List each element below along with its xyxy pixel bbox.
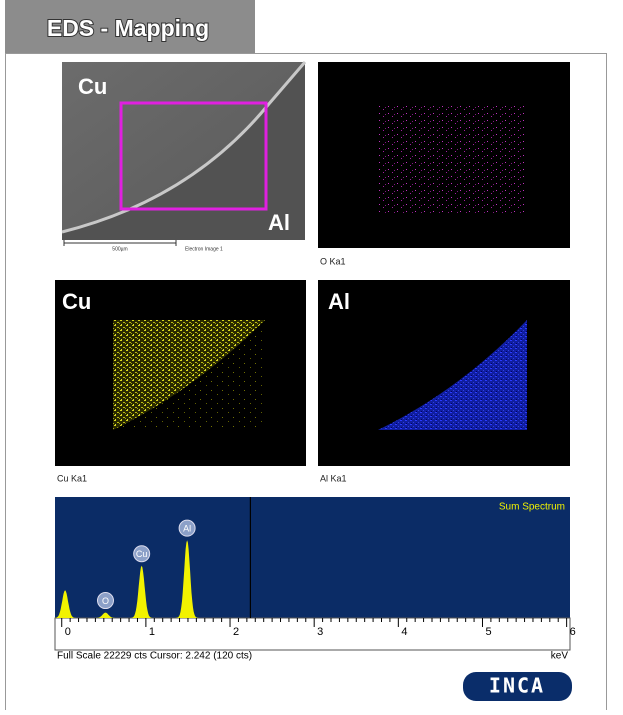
x-axis-label: keV: [551, 651, 569, 662]
x-tick-label: 5: [485, 626, 491, 638]
x-tick-label: 3: [317, 626, 323, 638]
caption: O Ka1: [320, 256, 346, 266]
x-tick-label: 6: [570, 626, 576, 638]
axis-panel: [55, 618, 570, 650]
x-tick-label: 2: [233, 626, 239, 638]
scale-label: 500µm: [112, 246, 127, 252]
title: EDS - Mapping: [47, 15, 209, 41]
caption: Cu Ka1: [57, 473, 87, 483]
x-tick-label: 1: [149, 626, 155, 638]
spectrum-title: Sum Spectrum: [499, 502, 565, 513]
electron-image: Cu Al 500µm Electron Image 1: [62, 62, 305, 252]
label: Cu: [62, 289, 91, 314]
spectrum: Sum Spectrum Full Scale 22229 cts Cursor…: [53, 497, 575, 662]
peak-label: O: [102, 596, 109, 606]
x-tick-label: 4: [401, 626, 407, 638]
slide: EDS - Mapping Cu Al 500µm Electron Image…: [0, 0, 623, 710]
label: Cu: [78, 74, 107, 99]
x-tick-label: 0: [65, 626, 71, 638]
page: EDS - Mapping Cu Al 500µm Electron Image…: [0, 0, 623, 715]
footer: Full Scale 22229 cts Cursor: 2.242 (120 …: [57, 651, 252, 662]
caption: Electron Image 1: [185, 246, 223, 252]
logo-text: INCA: [489, 674, 545, 698]
label: Al: [268, 210, 290, 235]
spectrum-background: [55, 497, 570, 618]
label: Al: [328, 289, 350, 314]
al-map: [318, 280, 570, 466]
o-signal: [378, 103, 527, 213]
peak-label: Cu: [136, 549, 148, 559]
peak-label: Al: [183, 524, 191, 534]
caption: Al Ka1: [320, 473, 347, 483]
